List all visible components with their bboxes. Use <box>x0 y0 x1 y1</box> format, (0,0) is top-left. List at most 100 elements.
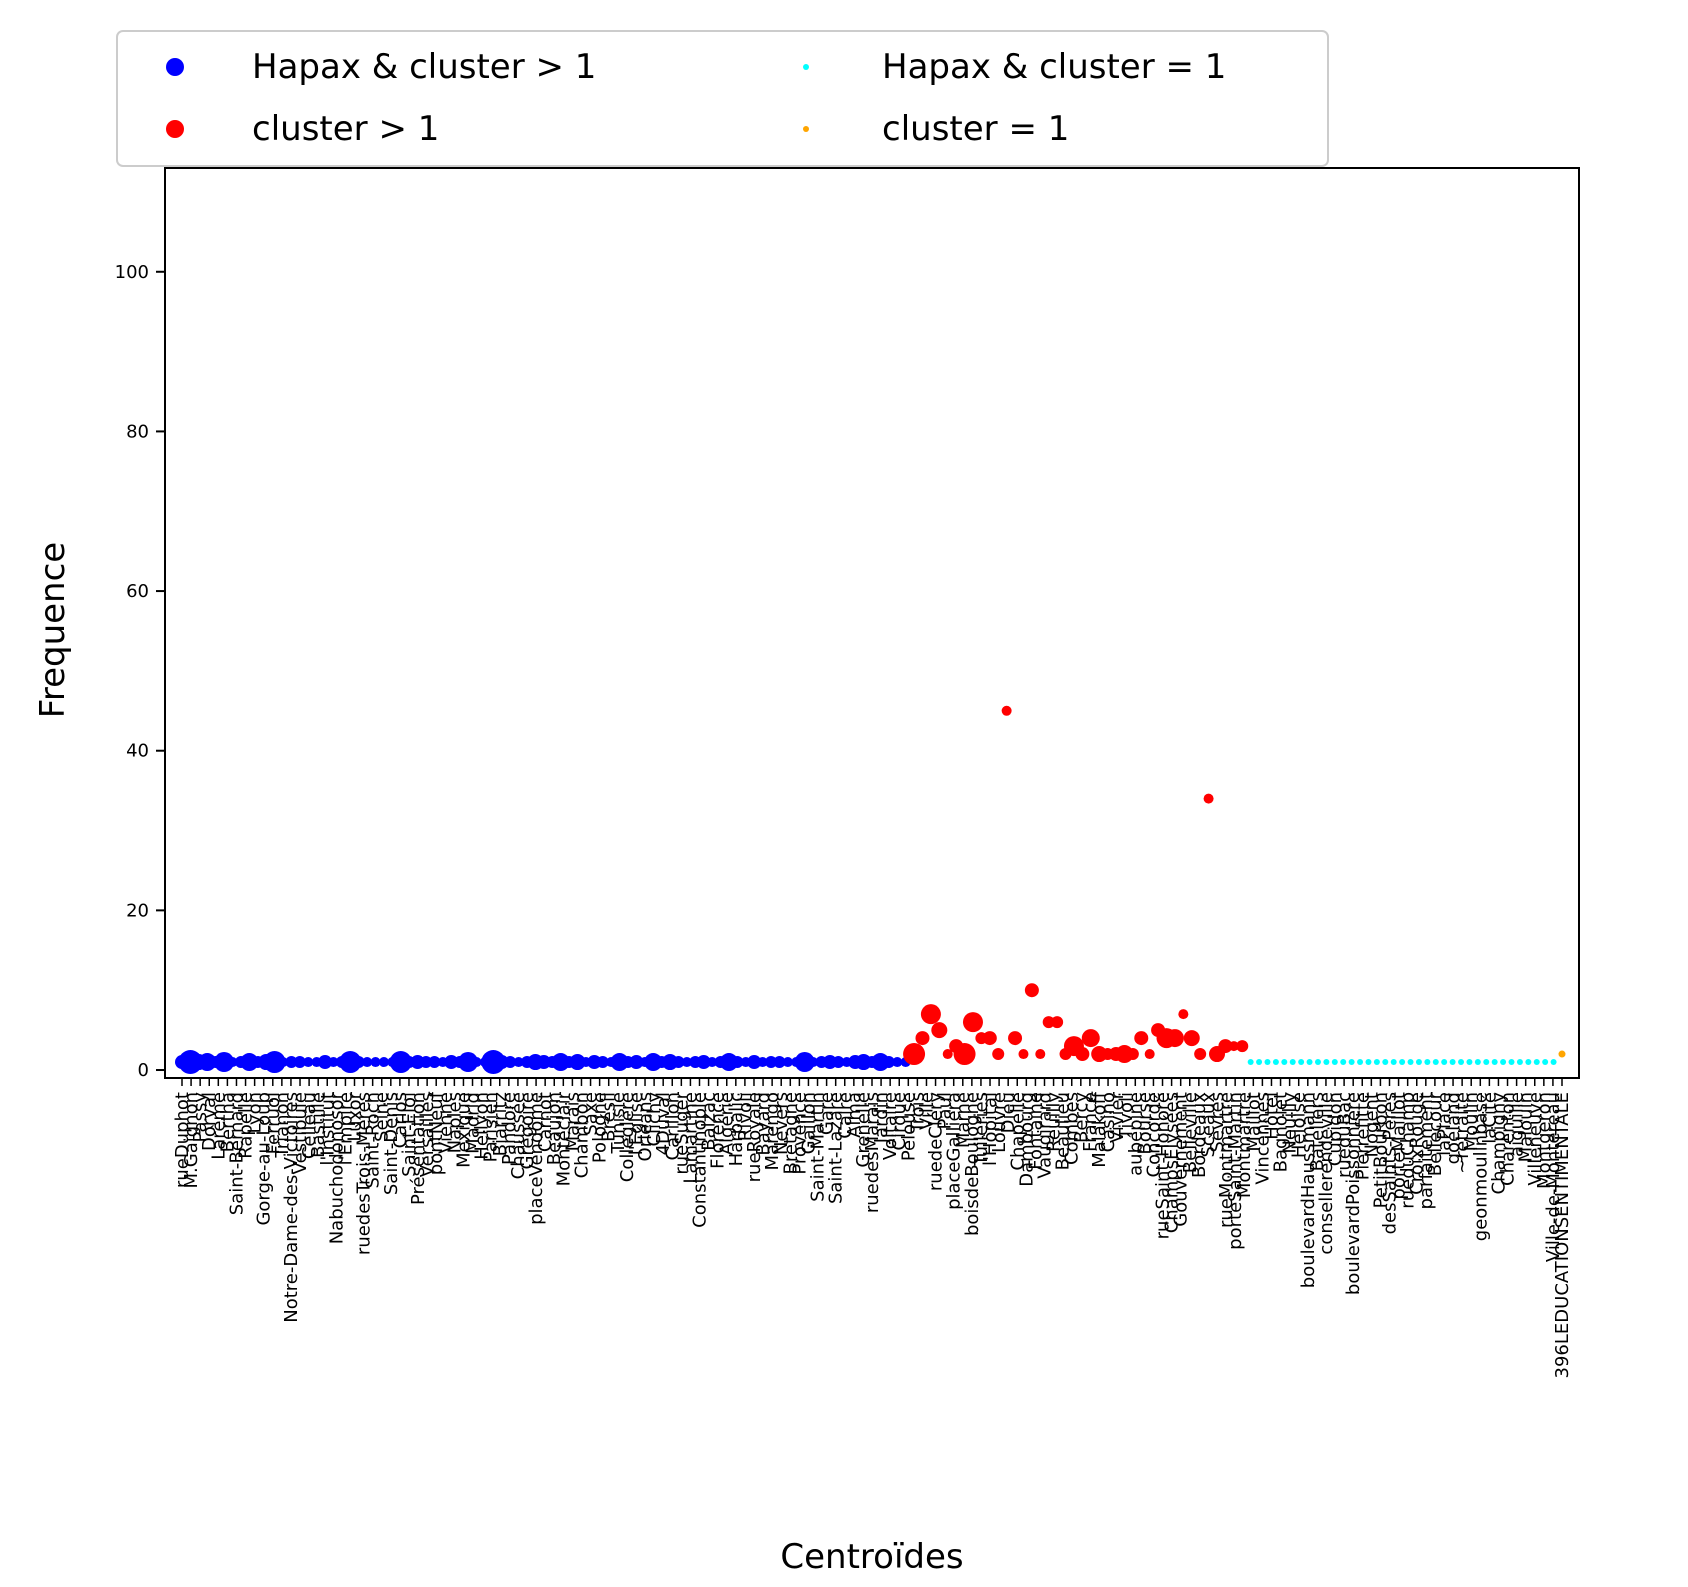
y-tick-label: 0 <box>138 1060 149 1081</box>
point-hapax-eq1 <box>1508 1059 1515 1066</box>
point-hapax-gt1 <box>629 1055 644 1070</box>
x-tick-label: Maillot <box>1243 1092 1264 1152</box>
x-tick-label: Biarritz <box>490 1092 511 1156</box>
point-cluster-gt1 <box>1194 1048 1207 1061</box>
data-points <box>175 705 1566 1075</box>
x-tick-label: Villeneuve <box>1525 1092 1546 1186</box>
x-tick-label: Harpalic <box>726 1092 747 1166</box>
legend-marker-cluster-eq1 <box>803 126 809 132</box>
point-hapax-gt1 <box>536 1055 551 1070</box>
x-tick-label: Lyon <box>245 1092 266 1133</box>
point-cluster-gt1 <box>1008 1031 1023 1046</box>
x-tick-label: Gare <box>817 1092 838 1135</box>
x-tick-label: Mexique <box>453 1092 474 1168</box>
x-tick-label: Larème <box>208 1092 229 1160</box>
x-tick-label: Versailles <box>417 1092 438 1177</box>
x-tick-label: Algérie <box>717 1092 738 1155</box>
x-tick-label: Clichy <box>644 1092 665 1147</box>
point-hapax-gt1 <box>513 1057 524 1068</box>
x-tick-label: l'Empire <box>335 1092 356 1165</box>
x-tick-label: M.Gaignon <box>181 1092 202 1189</box>
x-tick-label: Seine <box>372 1092 393 1142</box>
x-tick-label: Tunisie <box>608 1092 629 1155</box>
point-hapax-eq1 <box>1314 1059 1321 1066</box>
point-hapax-gt1 <box>339 1051 362 1074</box>
x-tick-label: Chambon <box>571 1092 592 1178</box>
x-tick-label: Bagnolet <box>1271 1092 1292 1172</box>
x-tick-label: porteMaillot <box>1389 1092 1410 1200</box>
x-tick-label: Champigny <box>1488 1092 1509 1195</box>
point-hapax-eq1 <box>1399 1059 1406 1066</box>
point-hapax-eq1 <box>1432 1059 1439 1066</box>
x-tick-label: Concorde <box>1143 1092 1164 1177</box>
x-tick-label: rueduChamp <box>1398 1092 1419 1209</box>
point-hapax-eq1 <box>1474 1059 1481 1066</box>
x-tick-label: Voltaire <box>880 1092 901 1160</box>
x-tick-label: Saint-Bernard <box>226 1092 247 1215</box>
point-hapax-eq1 <box>1264 1059 1271 1066</box>
point-hapax-eq1 <box>1289 1059 1296 1066</box>
x-axis-label: Centroïdes <box>780 1537 963 1577</box>
x-tick-label: ruedeCléry <box>926 1092 947 1191</box>
x-tick-label: Paul <box>935 1092 956 1130</box>
x-tick-label: Sèvres <box>1207 1092 1228 1153</box>
axes-frame <box>164 167 1580 1079</box>
point-hapax-eq1 <box>1306 1059 1313 1066</box>
point-hapax-gt1 <box>227 1057 238 1068</box>
x-axis-ticks: rueDuphotM.GaignonPassyDorvalLarèmeBerth… <box>172 1078 1573 1378</box>
point-hapax-gt1 <box>596 1056 609 1069</box>
y-axis-ticks: 0 20 40 60 80 100 <box>115 262 165 1081</box>
x-tick-label: placeGalliera <box>944 1092 965 1210</box>
point-cluster-gt1 <box>962 1012 983 1033</box>
x-tick-label: Montéclair <box>553 1091 574 1186</box>
x-tick-label: Saint-Lazare <box>826 1092 847 1204</box>
x-tick-label: Nevers <box>771 1092 792 1155</box>
point-hapax-eq1 <box>1491 1059 1498 1066</box>
point-hapax-eq1 <box>1415 1059 1422 1066</box>
point-hapax-gt1 <box>794 1052 815 1073</box>
x-tick-label: placeVendôme <box>526 1092 547 1225</box>
x-tick-label: Trianon <box>272 1092 293 1159</box>
point-hapax-eq1 <box>1500 1059 1507 1066</box>
x-tick-label: Saint-Martin <box>808 1092 829 1202</box>
point-hapax-gt1 <box>428 1056 441 1069</box>
x-tick-label: ruedesTrois-Mères <box>354 1092 375 1255</box>
x-tick-label: Casino <box>1098 1092 1119 1152</box>
x-tick-label: Belleville <box>1180 1092 1201 1173</box>
point-hapax-gt1 <box>318 1055 333 1070</box>
point-hapax-gt1 <box>882 1056 895 1069</box>
x-tick-label: Celleau <box>299 1092 320 1159</box>
x-tick-label: Madrid <box>463 1092 484 1154</box>
point-hapax-gt1 <box>747 1055 762 1070</box>
point-hapax-eq1 <box>1348 1059 1355 1066</box>
point-hapax-eq1 <box>1323 1059 1330 1066</box>
point-cluster-gt1 <box>953 1043 976 1066</box>
point-hapax-eq1 <box>1373 1059 1380 1066</box>
x-tick-label: 396LEDUCATIONSENTIMENTALE <box>1552 1092 1573 1378</box>
x-tick-label: Pelouse <box>898 1092 919 1161</box>
point-hapax-eq1 <box>1533 1059 1540 1066</box>
x-tick-label: Louvre <box>989 1092 1010 1153</box>
x-tick-label: Hôtel <box>1261 1092 1282 1140</box>
point-cluster-gt1 <box>1134 1031 1149 1046</box>
x-tick-label: Bastille <box>308 1092 329 1158</box>
point-hapax-gt1 <box>410 1055 425 1070</box>
x-tick-label: Grégoire <box>517 1092 538 1170</box>
legend-marker-hapax-eq1 <box>803 64 809 70</box>
x-tick-label: l'Hôpital <box>980 1092 1001 1166</box>
x-tick-label: porteSaint-Martin <box>1225 1092 1246 1250</box>
x-tick-label: Ferruol <box>263 1092 284 1154</box>
y-tick-label: 100 <box>115 262 149 283</box>
point-hapax-eq1 <box>1542 1059 1549 1066</box>
point-hapax-gt1 <box>471 1057 482 1068</box>
x-tick-label: Bretagne <box>780 1092 801 1174</box>
point-hapax-eq1 <box>1516 1059 1523 1066</box>
point-cluster-gt1 <box>992 1048 1005 1061</box>
x-tick-label: Bourse <box>1134 1092 1155 1155</box>
x-tick-label: Montmartre <box>1234 1092 1255 1198</box>
point-hapax-eq1 <box>1466 1059 1473 1066</box>
x-tick-label: l'Église <box>625 1092 647 1155</box>
point-cluster-gt1 <box>1236 1040 1249 1053</box>
x-tick-label: Luxor <box>345 1091 366 1141</box>
x-tick-label: Bercy <box>1071 1092 1092 1143</box>
